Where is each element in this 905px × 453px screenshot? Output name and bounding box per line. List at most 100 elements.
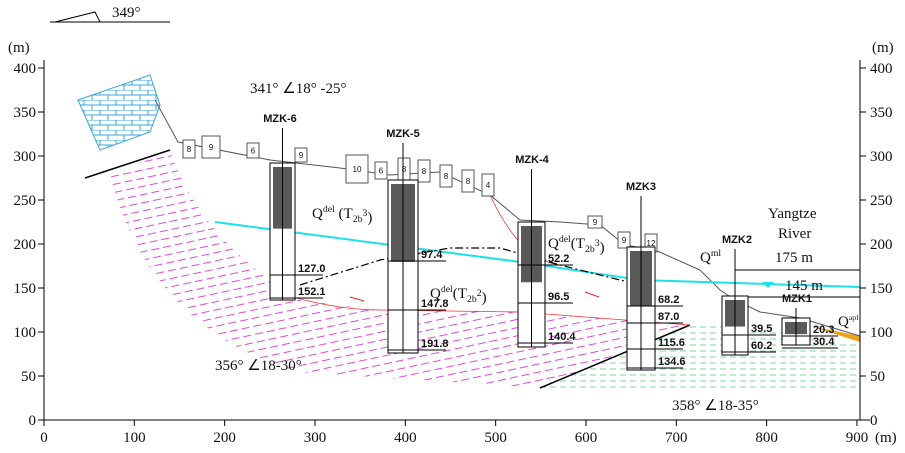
building xyxy=(439,164,453,188)
building-label: 4 xyxy=(486,181,491,190)
x-tick-label: 700 xyxy=(665,430,688,446)
building xyxy=(481,173,495,197)
depth-label: 52.2 xyxy=(548,253,569,265)
depth-label: 87.0 xyxy=(658,311,679,323)
y-tick-label: 350 xyxy=(870,105,893,121)
building-label: 8 xyxy=(187,145,192,154)
river-name: River xyxy=(778,226,811,242)
y-tick-label: 100 xyxy=(14,325,37,341)
x-tick-label: 500 xyxy=(484,430,507,446)
building-label: 9 xyxy=(593,218,598,227)
borehole-name: MZK-4 xyxy=(515,154,549,166)
y-tick-label: 350 xyxy=(14,105,37,121)
label-part: (T xyxy=(453,286,467,302)
y-tick-label: 50 xyxy=(870,369,885,385)
building xyxy=(374,161,388,180)
depth-label: 39.5 xyxy=(751,323,772,335)
x-unit: (m) xyxy=(875,430,897,446)
geo-label: Qml xyxy=(700,248,721,266)
geo-label: Qdel (T2b3) xyxy=(312,204,372,226)
label-part: 3 xyxy=(362,208,367,219)
label-part: Q xyxy=(312,206,323,222)
y-tick-label: 250 xyxy=(14,193,37,209)
x-tick-label: 900 xyxy=(846,430,869,446)
label-part: del xyxy=(323,204,335,215)
building-label: 9 xyxy=(209,143,214,152)
label-part: ) xyxy=(367,210,372,226)
label-part: 2b xyxy=(353,214,363,225)
geo-label: Qdel(T2b2) xyxy=(430,284,487,306)
label-part: 2 xyxy=(477,288,482,299)
x-tick-label: 600 xyxy=(575,430,598,446)
scale-arrow xyxy=(50,11,170,23)
y-tick-label: 400 xyxy=(14,61,37,77)
borehole-name: MZK1 xyxy=(782,293,812,305)
river-name: Yangtze xyxy=(768,206,817,222)
x-tick-label: 200 xyxy=(213,430,236,446)
building-label: 8 xyxy=(402,165,407,174)
borehole-name: MZK-6 xyxy=(263,113,297,125)
building xyxy=(587,215,603,229)
depth-label: 191.8 xyxy=(421,338,449,350)
borehole-name: MZK-5 xyxy=(386,128,420,140)
x-tick-label: 0 xyxy=(40,430,48,446)
building xyxy=(294,147,308,163)
bearing: 349° xyxy=(112,5,141,21)
building-label: 6 xyxy=(251,147,256,156)
y-tick-label: 300 xyxy=(870,149,893,165)
label-part: Q xyxy=(548,236,559,252)
water-level: 145 m xyxy=(785,278,823,294)
depth-label: 96.5 xyxy=(548,291,569,303)
building xyxy=(461,169,475,193)
depth-label: 140.4 xyxy=(548,331,576,343)
building-label: 12 xyxy=(647,239,656,248)
label-part: ) xyxy=(600,240,605,256)
label-part: Q xyxy=(838,314,849,330)
attitude: 356° ∠18-30° xyxy=(215,358,302,374)
y-tick-label: 200 xyxy=(870,237,893,253)
label-part: ml xyxy=(711,248,722,259)
y-tick-label: 150 xyxy=(870,281,893,297)
depth-label: 60.2 xyxy=(751,340,772,352)
y-tick-label: 0 xyxy=(870,413,878,429)
depth-label: 134.6 xyxy=(658,356,686,368)
depth-label: 68.2 xyxy=(658,294,679,306)
label-part: ) xyxy=(482,290,487,306)
borehole-name: MZK2 xyxy=(722,234,752,246)
y-tick-label: 0 xyxy=(29,413,37,429)
building-label: 10 xyxy=(353,165,362,174)
label-part: Q xyxy=(430,286,441,302)
y-tick-label: 150 xyxy=(14,281,37,297)
depth-label: 97.4 xyxy=(421,249,443,261)
depth-label: 152.1 xyxy=(298,286,326,298)
geo-label: Qdel(T2b3) xyxy=(548,234,605,256)
building-label: 9 xyxy=(299,151,304,160)
building xyxy=(617,231,631,249)
attitude: 358° ∠18-35° xyxy=(672,398,759,414)
label-part: del xyxy=(441,284,453,295)
label-part: 3 xyxy=(595,238,600,249)
label-part: Q xyxy=(700,250,711,266)
y-tick-label: 300 xyxy=(14,149,37,165)
label-part: 2b xyxy=(467,294,477,305)
label-part: del xyxy=(559,234,571,245)
building-label: 8 xyxy=(466,177,471,186)
water-level: 175 m xyxy=(775,250,813,266)
building-label: 8 xyxy=(422,167,427,176)
building-label: 6 xyxy=(379,167,384,176)
depth-label: 127.0 xyxy=(298,263,326,275)
y-tick-label: 400 xyxy=(870,61,893,77)
y-tick-label: 100 xyxy=(870,325,893,341)
building xyxy=(246,142,260,159)
building-label: 8 xyxy=(444,172,449,181)
depth-label: 115.6 xyxy=(658,337,685,349)
building xyxy=(417,159,431,183)
label-part: (T xyxy=(335,206,353,222)
building xyxy=(345,154,369,184)
x-tick-label: 800 xyxy=(755,430,778,446)
y-tick-label: 250 xyxy=(870,193,893,209)
y-unit: (m) xyxy=(8,40,30,56)
borehole-name: MZK3 xyxy=(626,181,656,193)
label-part: apl xyxy=(849,313,859,322)
